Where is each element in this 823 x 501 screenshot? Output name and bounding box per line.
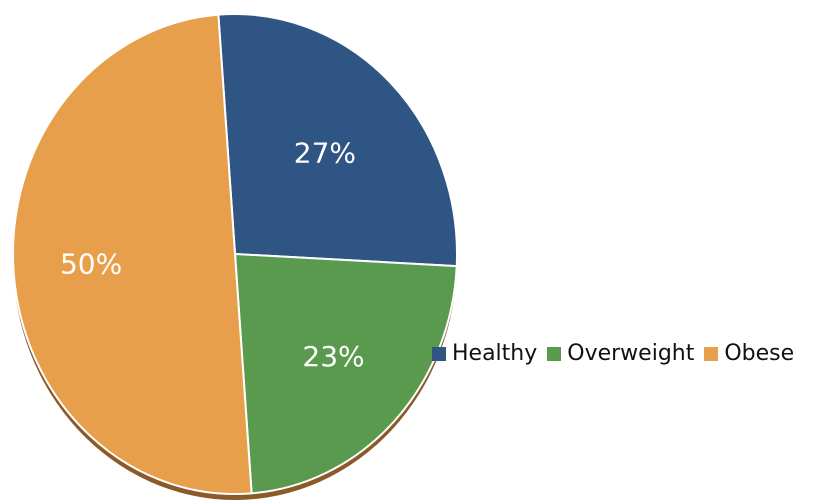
pie-label-obese: 50% — [60, 248, 122, 281]
pie-slices — [12, 13, 458, 495]
legend-label-obese: Obese — [724, 341, 795, 366]
legend-label-overweight: Overweight — [567, 341, 695, 366]
legend-label-healthy: Healthy — [452, 341, 538, 366]
legend-swatch-healthy — [432, 346, 446, 361]
legend-item-obese: Obese — [704, 341, 794, 366]
legend-swatch-obese — [704, 346, 719, 361]
pie-slice-overweight — [234, 253, 458, 495]
pie-label-healthy: 27% — [294, 136, 356, 169]
pie-label-overweight: 23% — [302, 340, 364, 373]
legend-swatch-overweight — [547, 346, 562, 361]
legend: Healthy Overweight Obese — [432, 341, 794, 366]
pie-slice-obese — [12, 13, 253, 495]
legend-item-overweight: Overweight — [547, 341, 694, 366]
pie-slice-healthy — [217, 13, 458, 268]
pie-labels: 27% 23% 50% — [60, 136, 365, 373]
legend-item-healthy: Healthy — [432, 341, 537, 366]
